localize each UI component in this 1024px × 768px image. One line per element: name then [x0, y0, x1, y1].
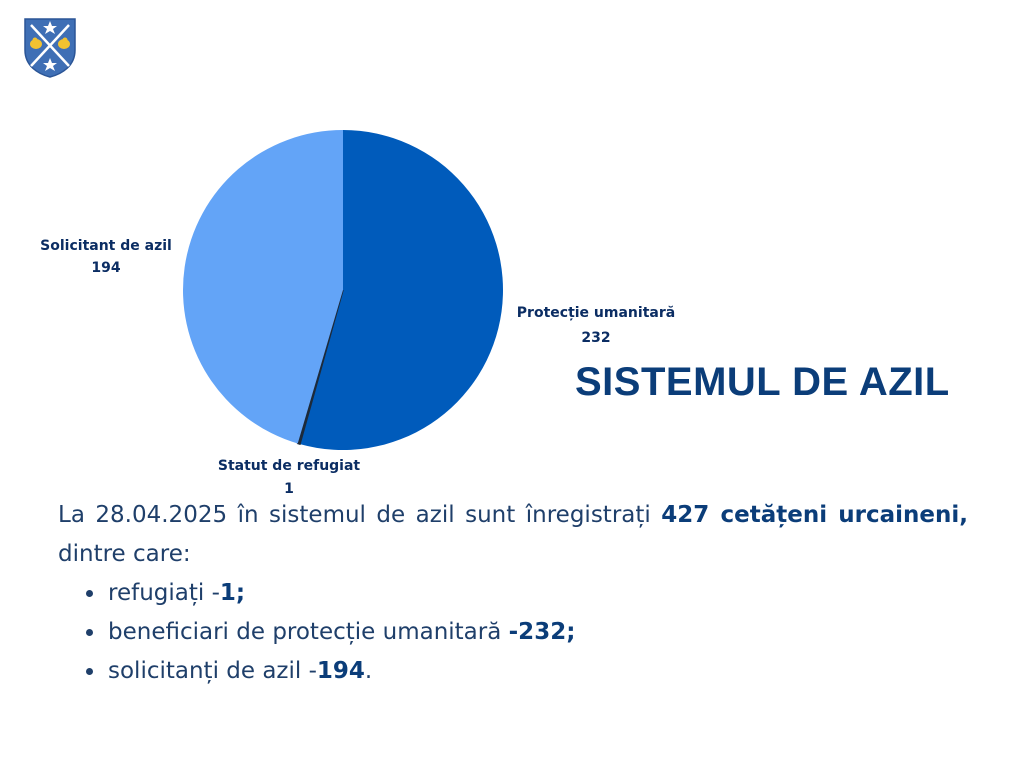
bullet-bold: -232;	[508, 619, 576, 645]
slice-label-protectie-value: 232	[581, 330, 611, 346]
crest-icon	[24, 18, 76, 78]
slice-label-solicitant: Solicitant de azil 194	[35, 235, 177, 279]
intro-post: dintre care:	[58, 541, 191, 567]
bullet-pre: beneficiari de protecție umanitară	[108, 619, 509, 645]
intro-paragraph: La 28.04.2025 în sistemul de azil sunt î…	[58, 496, 968, 574]
list-item: beneficiari de protecție umanitară -232;	[106, 613, 968, 652]
slice-label-protectie-name: Protecție umanitară	[516, 305, 676, 321]
bullet-pre: refugiați -	[108, 580, 220, 606]
pie-slice-solicitant	[183, 130, 343, 444]
slice-label-refugiat-name: Statut de refugiat	[217, 458, 361, 474]
intro-bold: 427 cetățeni urcaineni,	[661, 502, 968, 528]
slice-label-refugiat: Statut de refugiat 1	[212, 455, 366, 500]
bullet-bold: 1;	[219, 580, 246, 606]
list-item: solicitanți de azil -194.	[106, 652, 968, 691]
bullet-pre: solicitanți de azil -	[108, 658, 317, 684]
slice-label-solicitant-name: Solicitant de azil	[40, 238, 172, 254]
intro-pre: La 28.04.2025 în sistemul de azil sunt î…	[58, 502, 662, 528]
bullet-list: refugiați -1; beneficiari de protecție u…	[58, 574, 968, 691]
slice-label-protectie: Protecție umanitară 232	[508, 302, 684, 349]
page-title: SISTEMUL DE AZIL	[575, 360, 950, 404]
slice-label-refugiat-value: 1	[284, 481, 294, 497]
slice-label-solicitant-value: 194	[91, 260, 121, 276]
pie-slice-refugiat	[296, 289, 344, 446]
summary-text: La 28.04.2025 în sistemul de azil sunt î…	[58, 496, 968, 691]
pie-slice-protectie	[299, 130, 503, 450]
bullet-post: .	[364, 658, 373, 684]
bullet-bold: 194	[316, 658, 365, 684]
list-item: refugiați -1;	[106, 574, 968, 613]
